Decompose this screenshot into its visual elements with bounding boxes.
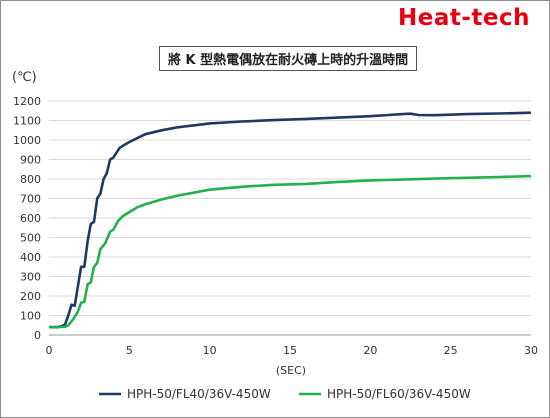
x-tick-label: 30: [524, 344, 538, 357]
x-tick-label: 5: [126, 344, 133, 357]
x-tick-label: 15: [283, 344, 297, 357]
y-tick-label: 100: [20, 310, 41, 323]
y-tick-label: 500: [20, 232, 41, 245]
y-tick-label: 1000: [13, 134, 41, 147]
legend-label-2: HPH-50/FL60/36V-450W: [327, 387, 471, 401]
y-tick-label: 0: [34, 329, 41, 342]
y-tick-label: 800: [20, 173, 41, 186]
x-tick-label: 0: [46, 344, 53, 357]
x-tick-label: 20: [363, 344, 377, 357]
x-axis-label: (SEC): [276, 364, 306, 377]
x-tick-label: 10: [203, 344, 217, 357]
y-tick-label: 300: [20, 271, 41, 284]
x-tick-label: 25: [444, 344, 458, 357]
y-tick-label: 400: [20, 251, 41, 264]
y-axis-unit: (℃): [12, 70, 37, 85]
y-tick-label: 700: [20, 193, 41, 206]
y-tick-label: 900: [20, 154, 41, 167]
legend-label-1: HPH-50/FL40/36V-450W: [127, 387, 271, 401]
y-tick-label: 1100: [13, 115, 41, 128]
y-tick-label: 1200: [13, 95, 41, 108]
chart-title: 將 K 型熱電偶放在耐火磚上時的升溫時間: [159, 46, 418, 71]
y-tick-label: 200: [20, 290, 41, 303]
series-line-2: [48, 174, 532, 329]
brand-logo: Heat-tech: [398, 5, 531, 31]
y-tick-label: 600: [20, 212, 41, 225]
series-line-1: [49, 111, 532, 329]
